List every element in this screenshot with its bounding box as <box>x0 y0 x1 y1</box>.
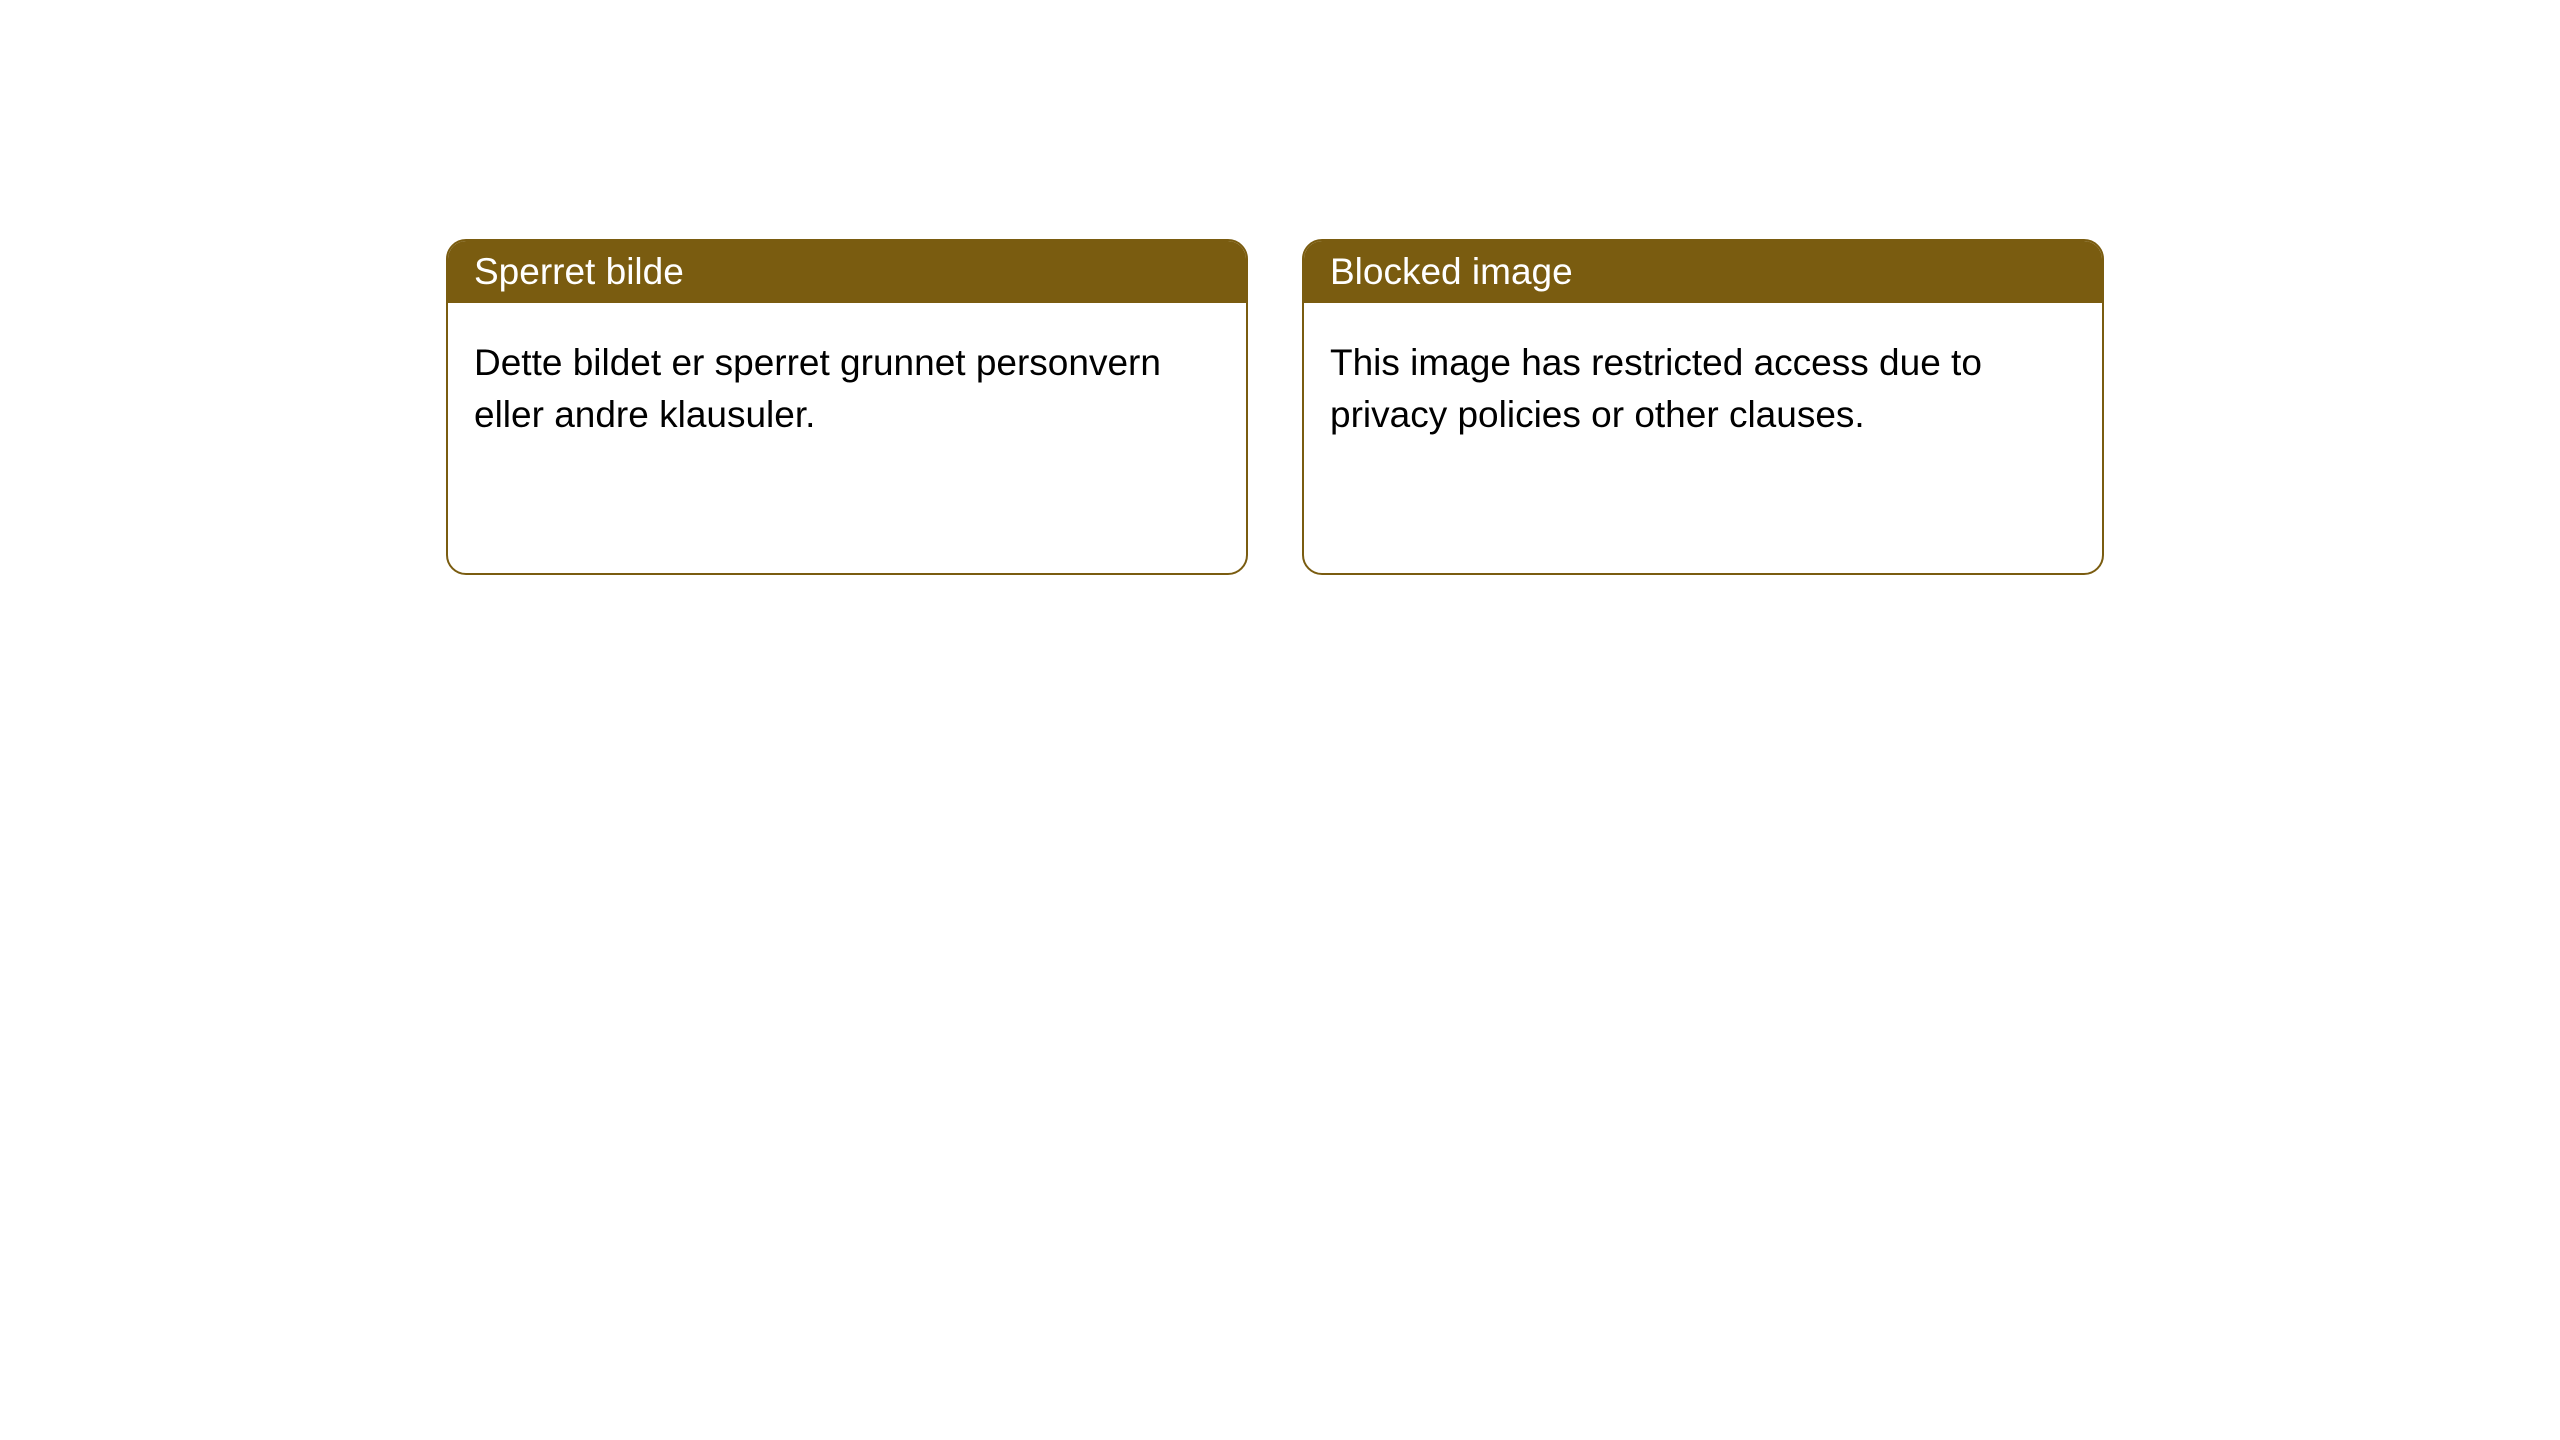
notice-body: Dette bildet er sperret grunnet personve… <box>448 303 1246 475</box>
notice-title: Sperret bilde <box>448 241 1246 303</box>
notice-container: Sperret bilde Dette bildet er sperret gr… <box>446 239 2104 575</box>
notice-card-norwegian: Sperret bilde Dette bildet er sperret gr… <box>446 239 1248 575</box>
notice-card-english: Blocked image This image has restricted … <box>1302 239 2104 575</box>
notice-title: Blocked image <box>1304 241 2102 303</box>
notice-body: This image has restricted access due to … <box>1304 303 2102 475</box>
